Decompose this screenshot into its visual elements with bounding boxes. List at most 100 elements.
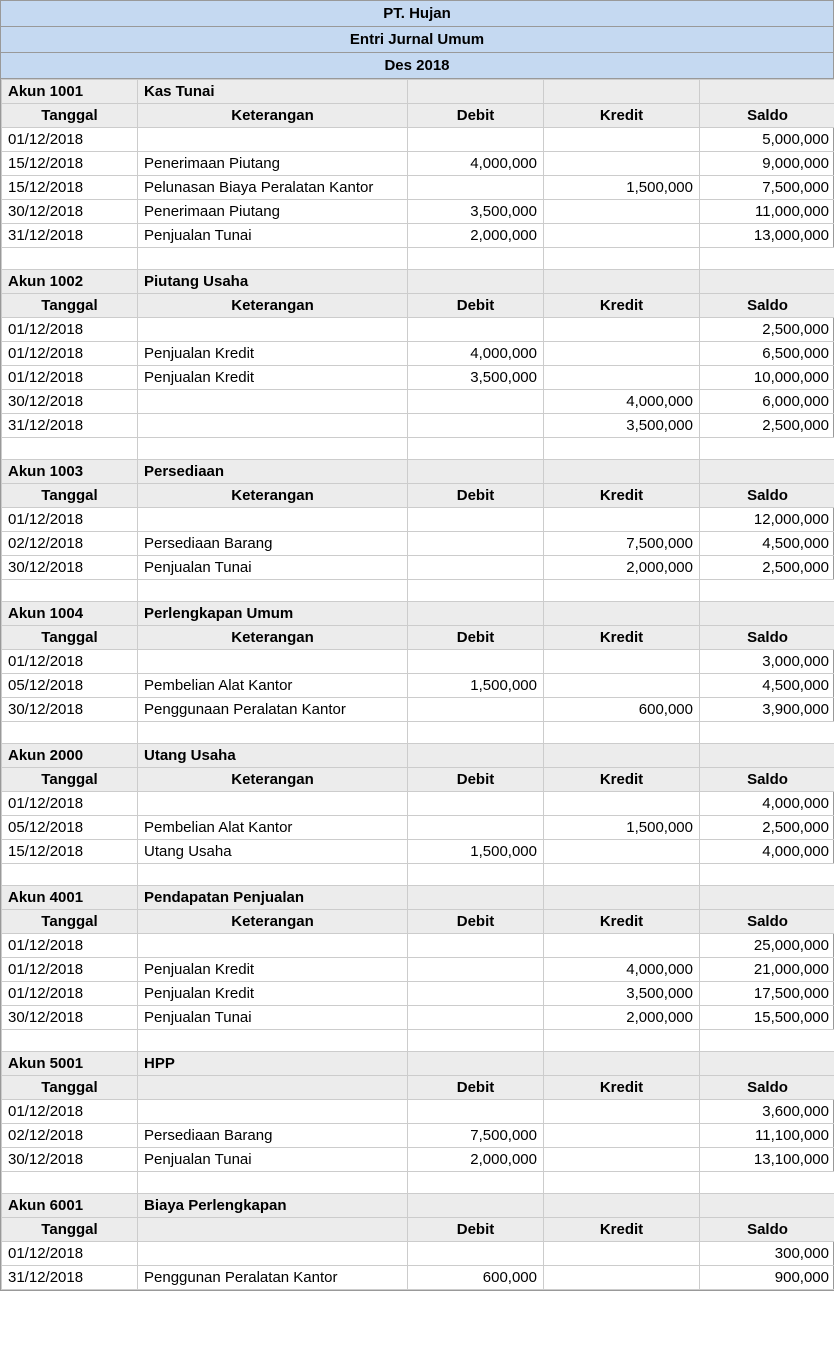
- account-code: Akun 1003: [2, 460, 138, 484]
- col-kredit: Kredit: [544, 626, 700, 650]
- col-keterangan: Keterangan: [138, 484, 408, 508]
- col-saldo: Saldo: [700, 768, 834, 792]
- cell-saldo: 2,500,000: [700, 414, 834, 438]
- account-code: Akun 1002: [2, 270, 138, 294]
- ledger-container: PT. Hujan Entri Jurnal Umum Des 2018 Aku…: [0, 0, 834, 1291]
- cell-keterangan: Penjualan Tunai: [138, 1148, 408, 1172]
- col-tanggal: Tanggal: [2, 104, 138, 128]
- cell-tanggal: 30/12/2018: [2, 1148, 138, 1172]
- column-headers-row: TanggalKeteranganDebitKreditSaldo: [2, 104, 834, 128]
- blank-cell: [544, 886, 700, 910]
- cell-kredit: [544, 1266, 700, 1290]
- col-saldo: Saldo: [700, 626, 834, 650]
- cell-kredit: 600,000: [544, 698, 700, 722]
- cell-tanggal: 15/12/2018: [2, 176, 138, 200]
- cell-tanggal: 30/12/2018: [2, 698, 138, 722]
- cell-tanggal: 30/12/2018: [2, 556, 138, 580]
- ledger-row: 30/12/2018Penerimaan Piutang3,500,00011,…: [2, 200, 834, 224]
- col-keterangan: Keterangan: [138, 768, 408, 792]
- blank-cell: [408, 886, 544, 910]
- cell-kredit: 3,500,000: [544, 414, 700, 438]
- cell-keterangan: Penjualan Tunai: [138, 1006, 408, 1030]
- blank-cell: [544, 1052, 700, 1076]
- blank-cell: [544, 602, 700, 626]
- cell-saldo: 2,500,000: [700, 816, 834, 840]
- cell-debit: [408, 816, 544, 840]
- ledger-row: 30/12/2018Penjualan Tunai2,000,00013,100…: [2, 1148, 834, 1172]
- account-code: Akun 4001: [2, 886, 138, 910]
- cell-kredit: [544, 508, 700, 532]
- blank-cell: [700, 602, 834, 626]
- col-debit: Debit: [408, 626, 544, 650]
- ledger-row: 01/12/20182,500,000: [2, 318, 834, 342]
- cell-kredit: [544, 200, 700, 224]
- col-keterangan: Keterangan: [138, 626, 408, 650]
- ledger-row: 01/12/2018Penjualan Kredit3,500,00010,00…: [2, 366, 834, 390]
- col-keterangan: Keterangan: [138, 104, 408, 128]
- cell-tanggal: 01/12/2018: [2, 128, 138, 152]
- ledger-row: 15/12/2018Pelunasan Biaya Peralatan Kant…: [2, 176, 834, 200]
- account-code: Akun 1001: [2, 80, 138, 104]
- account-name: Kas Tunai: [138, 80, 408, 104]
- ledger-row: 01/12/2018Penjualan Kredit4,000,00021,00…: [2, 958, 834, 982]
- cell-keterangan: [138, 128, 408, 152]
- cell-kredit: [544, 840, 700, 864]
- ledger-row: 01/12/201812,000,000: [2, 508, 834, 532]
- ledger-row: 30/12/2018Penggunaan Peralatan Kantor600…: [2, 698, 834, 722]
- cell-saldo: 4,000,000: [700, 840, 834, 864]
- blank-cell: [408, 80, 544, 104]
- cell-keterangan: Persediaan Barang: [138, 532, 408, 556]
- cell-saldo: 3,600,000: [700, 1100, 834, 1124]
- cell-kredit: [544, 342, 700, 366]
- spacer-row: [2, 722, 834, 744]
- cell-kredit: [544, 128, 700, 152]
- column-headers-row: TanggalKeteranganDebitKreditSaldo: [2, 294, 834, 318]
- col-keterangan: [138, 1218, 408, 1242]
- cell-debit: 4,000,000: [408, 152, 544, 176]
- account-code: Akun 6001: [2, 1194, 138, 1218]
- blank-cell: [408, 1194, 544, 1218]
- cell-tanggal: 01/12/2018: [2, 934, 138, 958]
- cell-saldo: 13,000,000: [700, 224, 834, 248]
- cell-tanggal: 31/12/2018: [2, 224, 138, 248]
- blank-cell: [700, 886, 834, 910]
- col-debit: Debit: [408, 910, 544, 934]
- ledger-row: 31/12/2018 3,500,0002,500,000: [2, 414, 834, 438]
- blank-cell: [408, 1052, 544, 1076]
- cell-keterangan: [138, 508, 408, 532]
- cell-keterangan: Penjualan Kredit: [138, 366, 408, 390]
- col-debit: Debit: [408, 1076, 544, 1100]
- cell-debit: [408, 318, 544, 342]
- cell-saldo: 10,000,000: [700, 366, 834, 390]
- blank-cell: [408, 602, 544, 626]
- column-headers-row: TanggalKeteranganDebitKreditSaldo: [2, 484, 834, 508]
- cell-debit: [408, 958, 544, 982]
- cell-kredit: [544, 224, 700, 248]
- col-kredit: Kredit: [544, 294, 700, 318]
- ledger-row: 01/12/20183,000,000: [2, 650, 834, 674]
- col-kredit: Kredit: [544, 484, 700, 508]
- cell-tanggal: 01/12/2018: [2, 366, 138, 390]
- cell-keterangan: [138, 318, 408, 342]
- cell-keterangan: Penerimaan Piutang: [138, 200, 408, 224]
- cell-kredit: [544, 1242, 700, 1266]
- cell-tanggal: 01/12/2018: [2, 508, 138, 532]
- cell-keterangan: [138, 650, 408, 674]
- cell-saldo: 3,900,000: [700, 698, 834, 722]
- cell-debit: [408, 390, 544, 414]
- cell-saldo: 4,500,000: [700, 532, 834, 556]
- cell-kredit: [544, 792, 700, 816]
- cell-tanggal: 01/12/2018: [2, 958, 138, 982]
- account-header-row: Akun 1004Perlengkapan Umum: [2, 602, 834, 626]
- blank-cell: [408, 270, 544, 294]
- spacer-row: [2, 1030, 834, 1052]
- cell-tanggal: 01/12/2018: [2, 1242, 138, 1266]
- cell-keterangan: [138, 792, 408, 816]
- cell-debit: 2,000,000: [408, 224, 544, 248]
- spacer-row: [2, 864, 834, 886]
- cell-debit: 3,500,000: [408, 200, 544, 224]
- cell-keterangan: [138, 1242, 408, 1266]
- cell-tanggal: 31/12/2018: [2, 414, 138, 438]
- column-headers-row: TanggalKeteranganDebitKreditSaldo: [2, 768, 834, 792]
- cell-saldo: 11,000,000: [700, 200, 834, 224]
